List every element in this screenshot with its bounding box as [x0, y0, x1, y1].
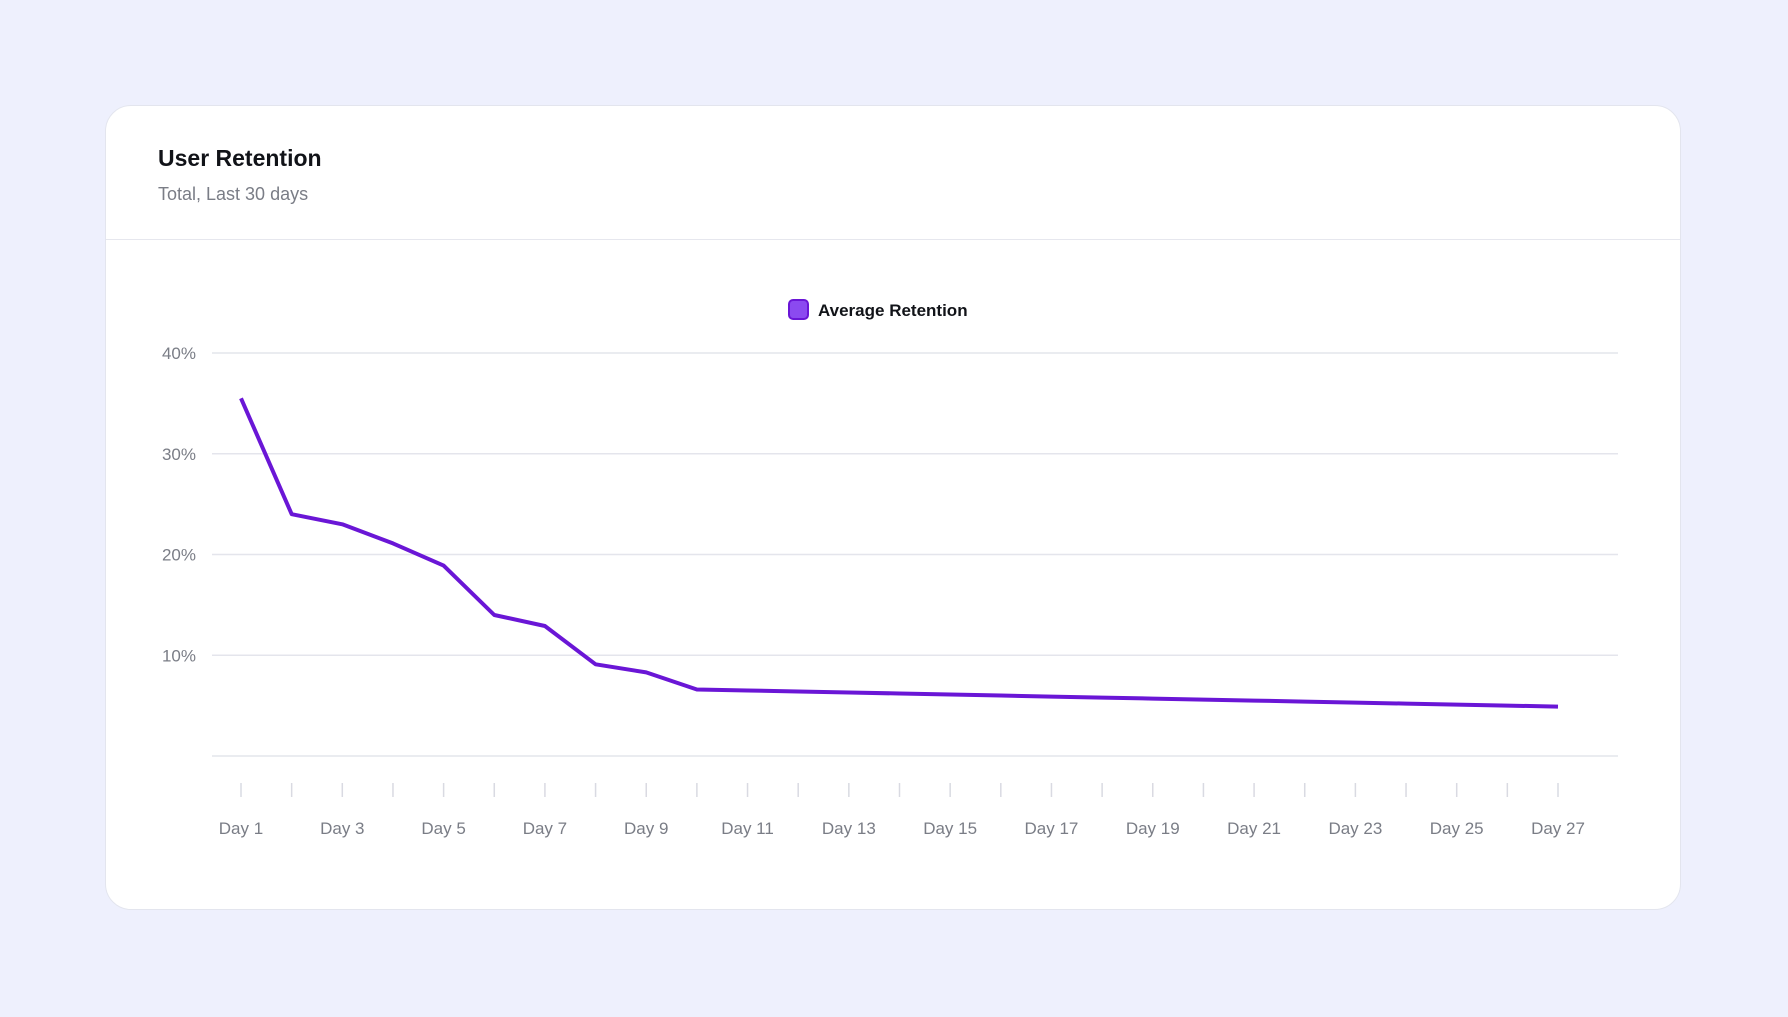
data-point[interactable] — [1197, 694, 1209, 706]
data-point[interactable] — [387, 537, 399, 549]
data-point[interactable] — [1501, 700, 1513, 712]
legend-swatch-icon — [788, 299, 809, 320]
data-point[interactable] — [691, 684, 703, 696]
x-tick-label: Day 9 — [624, 819, 668, 838]
data-point[interactable] — [742, 685, 754, 697]
x-tick-label: Day 25 — [1430, 819, 1484, 838]
data-point[interactable] — [590, 658, 602, 670]
retention-line-chart: Average Retention 10%20%30%40% Day 1 Day … — [162, 299, 1618, 838]
series-average-retention — [235, 392, 1564, 713]
x-tick-label: Day 7 — [523, 819, 567, 838]
y-tick-label: 10% — [162, 646, 196, 665]
x-tick-label: Day 1 — [219, 819, 263, 838]
x-tick-label: Day 11 — [721, 819, 774, 838]
x-tick-label: Day 19 — [1126, 819, 1180, 838]
data-point[interactable] — [1096, 692, 1108, 704]
data-point[interactable] — [1349, 697, 1361, 709]
data-point[interactable] — [944, 689, 956, 701]
data-point[interactable] — [894, 688, 906, 700]
data-point[interactable] — [995, 690, 1007, 702]
chart-legend[interactable]: Average Retention — [788, 299, 968, 320]
data-point[interactable] — [235, 392, 247, 404]
data-point[interactable] — [640, 666, 652, 678]
data-point[interactable] — [438, 560, 450, 572]
y-axis: 10% 20% 30% 40% — [162, 344, 196, 665]
data-point[interactable] — [336, 518, 348, 530]
card-subtitle: Total, Last 30 days — [158, 184, 309, 204]
data-point[interactable] — [1045, 691, 1057, 703]
x-tick-label: Day 23 — [1328, 819, 1382, 838]
data-point[interactable] — [488, 609, 500, 621]
x-tick-label: Day 13 — [822, 819, 876, 838]
data-point[interactable] — [1248, 695, 1260, 707]
x-axis: Day 1 Day 3 Day 5 Day 7 Day 9 Day 11 Day 13 Day… — [219, 783, 1585, 838]
data-point[interactable] — [1451, 699, 1463, 711]
y-tick-label: 30% — [162, 445, 196, 464]
gridlines — [212, 352, 1618, 757]
y-tick-label: 20% — [162, 546, 196, 565]
data-point[interactable] — [1552, 701, 1564, 713]
data-point[interactable] — [1147, 693, 1159, 705]
x-tick-label: Day 27 — [1531, 819, 1585, 838]
data-point[interactable] — [1400, 698, 1412, 710]
x-tick-label: Day 21 — [1227, 819, 1281, 838]
retention-card: User Retention Total, Last 30 days Avera… — [105, 105, 1681, 910]
legend-label: Average Retention — [818, 301, 968, 320]
data-point[interactable] — [1299, 696, 1311, 708]
data-point[interactable] — [792, 686, 804, 698]
data-point[interactable] — [286, 508, 298, 520]
x-tick-label: Day 3 — [320, 819, 364, 838]
x-tick-label: Day 15 — [923, 819, 977, 838]
series-line[interactable] — [239, 397, 1559, 709]
y-tick-label: 40% — [162, 344, 196, 363]
x-tick-label: Day 5 — [421, 819, 465, 838]
data-point[interactable] — [843, 687, 855, 699]
data-point[interactable] — [539, 620, 551, 632]
x-tick-label: Day 17 — [1025, 819, 1079, 838]
card-title: User Retention — [158, 145, 322, 171]
card-header: User Retention Total, Last 30 days — [106, 106, 1680, 240]
